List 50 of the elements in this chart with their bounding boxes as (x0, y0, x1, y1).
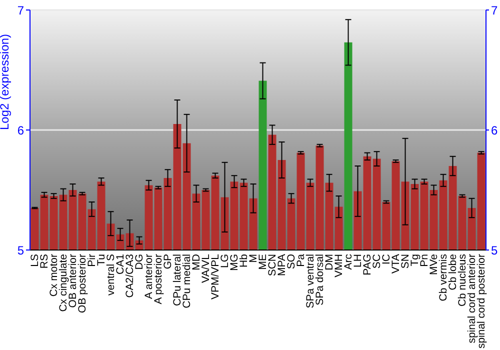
x-tick-label: MVe (428, 254, 440, 276)
x-tick-label: RS (38, 254, 51, 269)
x-tick-label: VA/VL (200, 254, 212, 283)
x-tick-label: Pir (86, 254, 98, 267)
y-tick-label: 5 (17, 243, 24, 258)
x-tick-label: VMH (333, 254, 346, 278)
x-tick-label: OB posterior (76, 254, 89, 313)
x-tick-label: LS (29, 254, 42, 267)
x-tick-label: ventral S (105, 254, 118, 296)
x-tick-label: DG (134, 254, 146, 270)
y2-tick-label: 5 (491, 243, 498, 258)
x-tick-label: SO (286, 254, 298, 270)
x-tick-label: SC (371, 254, 384, 269)
y-tick-label: 6 (17, 123, 24, 138)
x-tick-label: Hb (238, 254, 250, 268)
x-tick-label: MPA (276, 254, 288, 276)
x-tick-label: ME (257, 254, 270, 270)
x-tick-label: Cx cingulate (58, 254, 70, 312)
x-tick-label: MD (190, 254, 203, 270)
x-tick-label: VTA (390, 254, 402, 274)
x-tick-label: A posterior (152, 254, 165, 304)
x-tick-label: M (248, 254, 260, 263)
x-tick-label: SN (400, 254, 412, 269)
x-tick-label: DM (324, 254, 336, 270)
x-tick-label: Arc (342, 254, 355, 270)
y-axis-title: Log2 (expression) (0, 34, 12, 130)
x-tick-label: A anterior (143, 254, 156, 299)
x-tick-label: LG (219, 254, 232, 268)
x-tick-label: spinal cord posterior (476, 253, 488, 349)
x-tick-label: VPM/VPL (210, 254, 222, 300)
x-tick-label: CA2/CA3 (124, 254, 136, 298)
x-tick-label: Pn (418, 254, 431, 267)
y2-tick-label: 7 (491, 3, 498, 18)
x-tick-label: PAG (362, 254, 374, 276)
x-tick-label: Tg (409, 254, 422, 266)
x-tick-label: Pa (295, 254, 308, 267)
y-tick-label: 7 (17, 3, 24, 18)
x-tick-label: CPu medial (181, 254, 194, 308)
x-tick-label: Cb lobe (447, 254, 460, 290)
x-tick-label: GP (162, 254, 174, 270)
x-tick-label: spinal cord anterior (466, 253, 478, 344)
x-tick-label: IC (380, 254, 393, 264)
x-tick-label: LH (352, 254, 364, 268)
x-tick-label: SCN (266, 254, 279, 276)
y2-tick-label: 6 (491, 123, 498, 138)
x-tick-label: SPa dorsal (314, 254, 326, 306)
x-tick-label: OB anterior (67, 254, 80, 308)
x-tick-label: CA1 (114, 254, 127, 274)
x-tick-label: Cb nucleus (456, 254, 469, 307)
x-tick-label: Tu (96, 254, 108, 266)
